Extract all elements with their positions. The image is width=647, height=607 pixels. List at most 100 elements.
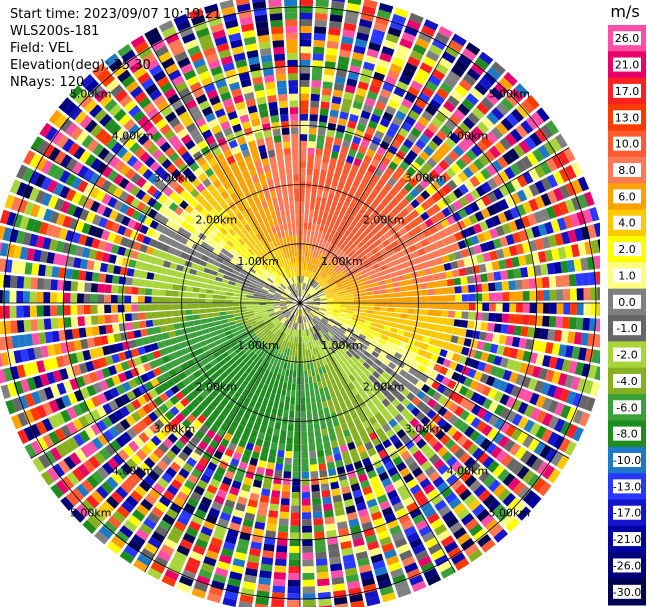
velocity-gate [309, 278, 314, 286]
velocity-gate [478, 154, 490, 167]
velocity-gate [331, 253, 338, 261]
velocity-gate [140, 444, 152, 456]
velocity-gate [84, 315, 92, 326]
velocity-gate [286, 304, 294, 307]
velocity-gate [224, 375, 233, 384]
velocity-gate [553, 187, 564, 202]
velocity-gate [302, 309, 307, 316]
velocity-gate [37, 388, 48, 403]
velocity-gate [464, 475, 477, 488]
velocity-gate [394, 580, 409, 592]
velocity-gate [347, 215, 355, 224]
velocity-gate [470, 188, 481, 200]
velocity-gate [181, 569, 196, 581]
velocity-gate [49, 357, 59, 370]
velocity-gate [110, 222, 121, 233]
velocity-gate [368, 41, 382, 52]
velocity-gate [161, 243, 170, 253]
velocity-gate [78, 430, 91, 443]
velocity-gate [323, 74, 334, 83]
velocity-gate [293, 343, 296, 350]
velocity-gate [169, 502, 182, 514]
velocity-gate [223, 214, 232, 223]
velocity-gate [313, 266, 319, 273]
velocity-gate [276, 456, 284, 465]
velocity-gate [98, 325, 107, 335]
velocity-gate [564, 374, 575, 389]
velocity-gate [310, 320, 315, 327]
velocity-gate [321, 318, 328, 324]
velocity-gate [276, 330, 282, 337]
velocity-gate [407, 291, 415, 297]
velocity-gate [200, 162, 211, 172]
velocity-gate [330, 569, 344, 579]
velocity-gate [225, 535, 237, 545]
velocity-gate [546, 206, 557, 220]
velocity-gate [346, 511, 358, 521]
velocity-gate [53, 182, 65, 196]
velocity-gate [393, 87, 406, 98]
velocity-gate [206, 284, 214, 290]
velocity-gate [206, 183, 216, 193]
velocity-gate [220, 282, 228, 288]
velocity-gate [382, 439, 392, 449]
velocity-gate [272, 263, 278, 271]
velocity-gate [522, 291, 530, 301]
velocity-gate [569, 317, 577, 330]
velocity-gate [491, 503, 506, 518]
velocity-gate [291, 329, 295, 336]
velocity-gate [367, 120, 378, 130]
velocity-gate [318, 322, 324, 328]
velocity-gate [349, 185, 358, 195]
velocity-gate [320, 394, 327, 402]
velocity-gate [269, 357, 276, 365]
velocity-gate [486, 240, 496, 251]
velocity-gate [180, 134, 192, 145]
velocity-gate [326, 227, 333, 235]
velocity-gate [338, 271, 346, 277]
velocity-gate [130, 490, 143, 503]
velocity-gate [297, 363, 300, 371]
velocity-gate [84, 119, 98, 133]
velocity-gate [313, 46, 325, 55]
velocity-gate [107, 196, 118, 208]
velocity-gate [224, 384, 232, 393]
velocity-gate [270, 256, 276, 264]
velocity-gate [121, 49, 136, 63]
velocity-gate [303, 235, 307, 243]
velocity-gate [237, 385, 245, 394]
velocity-gate [355, 229, 363, 238]
velocity-gate [515, 159, 527, 173]
velocity-gate [349, 322, 357, 328]
velocity-gate [590, 381, 600, 397]
velocity-gate [239, 303, 246, 307]
velocity-gate [273, 401, 279, 409]
velocity-gate [185, 304, 192, 309]
velocity-gate [312, 497, 322, 506]
velocity-gate [263, 283, 271, 288]
velocity-gate [173, 249, 183, 257]
velocity-gate [336, 257, 343, 265]
velocity-gate [417, 364, 427, 373]
velocity-gate [547, 329, 556, 341]
velocity-gate [384, 512, 397, 523]
velocity-gate [262, 550, 274, 559]
velocity-gate [441, 287, 449, 295]
velocity-gate [175, 216, 185, 226]
velocity-gate [311, 310, 317, 315]
velocity-gate [287, 579, 300, 587]
velocity-gate [313, 524, 324, 533]
velocity-gate [408, 109, 420, 121]
velocity-gate [259, 297, 267, 300]
velocity-gate [459, 452, 471, 464]
velocity-gate [316, 259, 322, 267]
velocity-gate [435, 111, 448, 124]
velocity-gate [546, 262, 556, 275]
velocity-gate [363, 276, 371, 282]
velocity-gate [213, 285, 221, 291]
velocity-gate [436, 417, 447, 429]
velocity-gate [366, 48, 380, 59]
velocity-gate [536, 461, 550, 476]
velocity-gate [260, 246, 267, 254]
velocity-gate [340, 337, 348, 344]
